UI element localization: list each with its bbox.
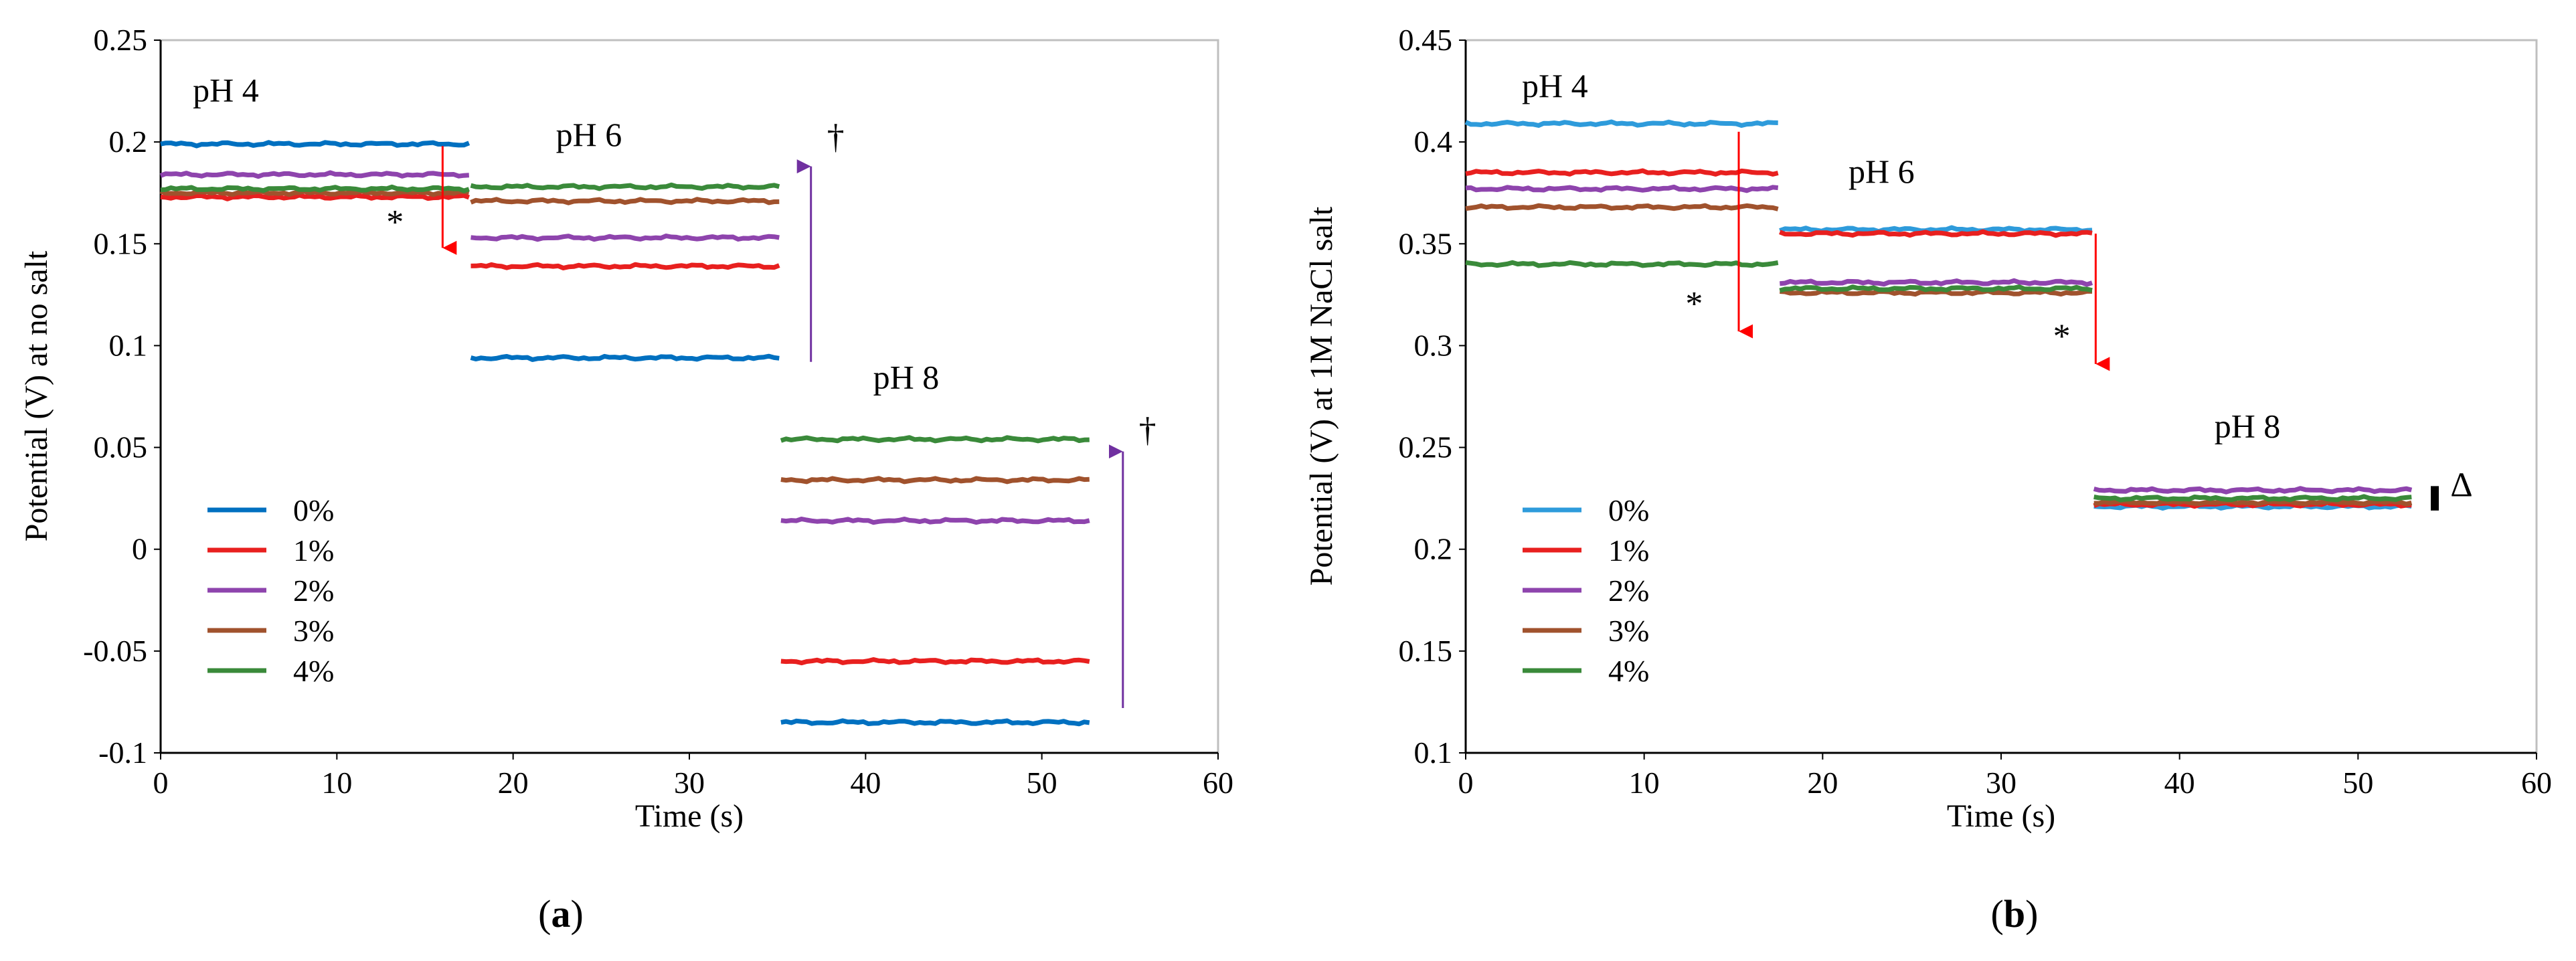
panel-a-legend-label-4pct: 4% bbox=[293, 654, 334, 688]
panel-a-annotation-4: * bbox=[386, 203, 404, 242]
panel-a-series-0pct-ph6-line bbox=[470, 353, 780, 362]
panel-b-series-1pct-ph6-line bbox=[1779, 229, 2093, 238]
panel-a-legend-label-2pct: 2% bbox=[293, 574, 334, 608]
panel-b-series-4pct-ph6-line bbox=[1779, 284, 2093, 293]
panel-b-y-tick-label: 0.35 bbox=[1399, 226, 1453, 260]
panel-a-series-1pct-ph8-line bbox=[780, 657, 1090, 666]
panel-a-label: (a) bbox=[538, 892, 584, 936]
panel-b-y-tick-label: 0.4 bbox=[1414, 124, 1453, 159]
panel-a-x-tick-label: 50 bbox=[1027, 766, 1057, 800]
panel-b-x-tick-label: 60 bbox=[2521, 766, 2552, 800]
panel-a-series-4pct-ph6-line bbox=[470, 182, 780, 191]
panel-a-series-0pct-ph4-line bbox=[160, 140, 470, 149]
panel-b-x-tick-label: 20 bbox=[1807, 766, 1838, 800]
panel-a-series-3pct-ph8-line bbox=[780, 476, 1090, 485]
panel-a-legend-label-0pct: 0% bbox=[293, 493, 334, 527]
panel-b-series-1pct-ph4-line bbox=[1465, 168, 1779, 177]
panel-a-series-1pct-ph6-line bbox=[470, 262, 780, 270]
panel-a-series-1pct-ph4-line bbox=[160, 193, 470, 201]
panel-b-segment-label-ph4: pH 4 bbox=[1522, 67, 1588, 104]
panel-b-y-tick-label: 0.25 bbox=[1399, 430, 1453, 464]
panel-a-segment-label-ph6: pH 6 bbox=[556, 116, 622, 153]
panel-a-y-tick-label: -0.1 bbox=[98, 735, 147, 770]
panel-b-y-tick-label: 0.15 bbox=[1399, 634, 1453, 668]
panel-b-x-tick-label: 50 bbox=[2342, 766, 2373, 800]
panel-a-x-tick-label: 40 bbox=[850, 766, 881, 800]
panel-b-series-2pct-ph6-line bbox=[1780, 278, 2093, 287]
panel-a-series-3pct-ph6-line bbox=[470, 197, 780, 205]
panel-a-y-tick-label: 0.25 bbox=[94, 23, 148, 57]
panel-a-y-tick-label: 0.1 bbox=[109, 328, 148, 362]
panel-b-label-close-paren: ) bbox=[2025, 892, 2038, 936]
panel-b-segment-label-ph6: pH 6 bbox=[1849, 153, 1915, 190]
panel-b-x-tick-label: 30 bbox=[1986, 766, 2016, 800]
panel-b-label-letter: b bbox=[2004, 892, 2025, 936]
panel-b-y-tick-label: 0.3 bbox=[1414, 328, 1453, 362]
panel-b-segment-label-ph8: pH 8 bbox=[2215, 407, 2281, 444]
panel-a-label-close-paren: ) bbox=[571, 892, 584, 936]
panel-a-chart: Potential (V) at no salt Time (s) (a) -0… bbox=[19, 23, 1233, 936]
panel-b-legend-label-0pct: 0% bbox=[1608, 493, 1649, 527]
panel-b-annotation-6: Δ bbox=[2450, 466, 2472, 505]
panel-b-legend-label-3pct: 3% bbox=[1608, 614, 1649, 648]
panel-b-series-3pct-ph4-line bbox=[1465, 203, 1779, 211]
panel-b-series-4pct-ph4-line bbox=[1465, 260, 1779, 268]
panel-a-annotation-6: † bbox=[1139, 411, 1156, 449]
panel-a-y-tick-label: 0.15 bbox=[94, 226, 148, 260]
panel-b-series-3pct-ph8-line bbox=[2093, 498, 2413, 507]
panel-a-label-open-paren: ( bbox=[538, 892, 551, 936]
panel-b-series-4pct-ph8-line bbox=[2093, 494, 2412, 503]
panel-b-legend-label-2pct: 2% bbox=[1608, 574, 1649, 608]
panel-b-legend-label-4pct: 4% bbox=[1608, 654, 1649, 688]
panel-b-label-open-paren: ( bbox=[1991, 892, 2004, 936]
panel-a-series-2pct-ph4-line bbox=[159, 170, 469, 179]
panel-a-y-axis-title: Potential (V) at no salt bbox=[19, 250, 54, 541]
panel-b-annotation-4: * bbox=[1685, 285, 1703, 323]
panel-b-x-tick-label: 0 bbox=[1458, 766, 1474, 800]
panel-a-legend-label-1pct: 1% bbox=[293, 533, 334, 567]
panel-b-x-axis-title: Time (s) bbox=[1947, 798, 2055, 834]
panel-b-y-tick-label: 0.1 bbox=[1414, 735, 1453, 770]
panel-a-series-2pct-ph8-line bbox=[780, 517, 1090, 525]
panel-a-segment-label-ph4: pH 4 bbox=[193, 71, 259, 108]
panel-b-legend-label-1pct: 1% bbox=[1608, 533, 1649, 567]
panel-a-y-tick-label: 0 bbox=[132, 532, 147, 566]
panel-a-x-tick-label: 10 bbox=[321, 766, 352, 800]
panel-b-x-tick-label: 10 bbox=[1629, 766, 1660, 800]
panel-b-annotation-5: * bbox=[2053, 317, 2071, 355]
panel-b-label: (b) bbox=[1991, 892, 2039, 936]
panel-a-x-tick-label: 0 bbox=[153, 766, 169, 800]
panel-b-series-2pct-ph8-line bbox=[2093, 486, 2413, 495]
panel-a-series-4pct-ph4-line bbox=[160, 184, 470, 193]
panel-a-y-tick-label: 0.05 bbox=[94, 430, 148, 464]
panel-a-x-tick-label: 60 bbox=[1203, 766, 1233, 800]
panel-b-series-2pct-ph4-line bbox=[1465, 184, 1779, 193]
panel-a-y-tick-label: -0.05 bbox=[83, 634, 147, 668]
panel-a-series-0pct-ph8-line bbox=[780, 718, 1090, 727]
panel-a-label-letter: a bbox=[551, 892, 571, 936]
panel-a-x-tick-label: 20 bbox=[498, 766, 529, 800]
panel-a-series-4pct-ph8-line bbox=[780, 435, 1090, 444]
panel-b-chart: Potential (V) at 1M NaCl salt Time (s) (… bbox=[1304, 23, 2552, 936]
panel-b-series-0pct-ph6-line bbox=[1779, 225, 2093, 234]
panel-a-annotation-5: † bbox=[827, 118, 845, 156]
panel-b-y-axis-title: Potential (V) at 1M NaCl salt bbox=[1304, 206, 1339, 586]
panel-a-x-axis-title: Time (s) bbox=[635, 798, 744, 834]
panel-a-segment-label-ph8: pH 8 bbox=[873, 358, 940, 396]
panel-a-series-2pct-ph6-line bbox=[470, 234, 780, 242]
panel-a-y-tick-label: 0.2 bbox=[109, 124, 148, 159]
panel-b-y-tick-label: 0.2 bbox=[1414, 532, 1453, 566]
panel-a-x-tick-label: 30 bbox=[674, 766, 705, 800]
panel-a-legend-label-3pct: 3% bbox=[293, 614, 334, 648]
panel-b-y-tick-label: 0.45 bbox=[1399, 23, 1453, 57]
panel-b-x-tick-label: 40 bbox=[2164, 766, 2195, 800]
panel-b-series-0pct-ph4-line bbox=[1464, 119, 1778, 128]
panel-b-series-3pct-ph6-line bbox=[1780, 288, 2092, 297]
